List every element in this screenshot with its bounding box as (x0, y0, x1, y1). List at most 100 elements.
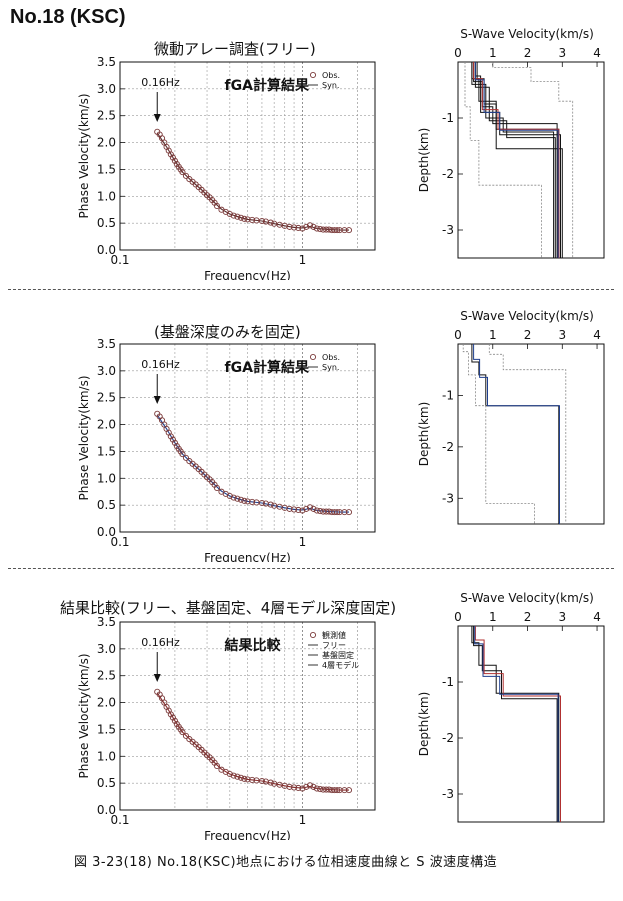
velocity-profile-line (477, 62, 562, 258)
y-axis-label: Phase Velocity(km/s) (77, 93, 91, 218)
x-axis-label: Frequency(Hz) (204, 269, 291, 280)
legend-label: 基盤固定 (322, 650, 354, 660)
x-tick-label: 3 (558, 328, 566, 342)
velocity-profile-line (474, 62, 559, 258)
frequency-annotation: 0.16Hz (141, 636, 180, 649)
x-tick-label: 1 (489, 610, 497, 624)
x-tick-label: 2 (524, 46, 532, 60)
y-tick-label: 0.5 (97, 776, 116, 790)
y-axis-label: Depth(km) (417, 402, 431, 467)
profile-title: S-Wave Velocity(km/s) (460, 27, 594, 41)
velocity-profile-line (465, 62, 541, 258)
y-tick-label: 2.0 (97, 418, 116, 432)
legend-label: フリー (322, 641, 346, 650)
syn-curve (157, 133, 349, 230)
y-tick-label: 3.0 (97, 82, 116, 96)
x-tick-label: 1 (489, 46, 497, 60)
y-tick-label: 1.0 (97, 749, 116, 763)
x-tick-label: 0 (454, 46, 462, 60)
x-tick-label: 0 (454, 610, 462, 624)
velocity-profile-line (472, 626, 559, 822)
syn-curve (157, 693, 349, 790)
y-tick-label: 0.5 (97, 216, 116, 230)
station-title: No.18 (KSC) (10, 6, 126, 29)
x-tick-label: 0.1 (110, 253, 129, 267)
y-tick-label: 2.0 (97, 696, 116, 710)
legend-label: Obs. (322, 71, 340, 80)
y-tick-label: 1.0 (97, 189, 116, 203)
y-tick-label: 1.0 (97, 471, 116, 485)
velocity-profile-line (472, 62, 559, 258)
x-tick-label: 4 (593, 46, 601, 60)
y-tick-label: -3 (442, 491, 454, 505)
dispersion-chart: 0.0 0.5 1.0 1.5 2.0 2.5 3.0 3.5 0.1 1 Frequency(Hz… (70, 56, 390, 280)
figure-caption: 図 3-23(18) No.18(KSC)地点における位相速度曲線と S 波速度… (74, 851, 497, 870)
velocity-profile-line (489, 344, 566, 524)
y-tick-label: 3.5 (97, 56, 116, 69)
velocity-profile-line (475, 626, 558, 822)
velocity-profile-line (475, 62, 555, 258)
section-separator (8, 568, 614, 569)
x-tick-label: 4 (593, 610, 601, 624)
x-tick-label: 4 (593, 328, 601, 342)
y-tick-label: 2.5 (97, 669, 116, 683)
velocity-profile-chart: S-Wave Velocity(km/s) 0 1 2 3 4 -1 -2 -3 Depth(km… (412, 308, 620, 530)
x-axis-label: Frequency(Hz) (204, 829, 291, 840)
velocity-profile-line (475, 62, 558, 258)
x-tick-label: 1 (489, 328, 497, 342)
x-tick-label: 2 (524, 610, 532, 624)
velocity-profile-chart: S-Wave Velocity(km/s) 0 1 2 3 4 -1 -2 -3 Depth(km… (412, 590, 620, 826)
section-separator (8, 289, 614, 290)
legend-label: 観測値 (322, 630, 346, 640)
y-tick-label: 3.5 (97, 338, 116, 351)
y-tick-label: -1 (442, 388, 454, 402)
x-tick-label: 1 (299, 253, 307, 267)
plot-frame (458, 62, 604, 258)
velocity-profile-line (474, 344, 560, 524)
y-tick-label: -3 (442, 223, 454, 237)
x-tick-label: 0 (454, 328, 462, 342)
y-tick-label: 3.5 (97, 616, 116, 629)
x-tick-label: 0.1 (110, 813, 129, 827)
profile-title: S-Wave Velocity(km/s) (460, 591, 594, 605)
x-tick-label: 3 (558, 610, 566, 624)
legend-label: Obs. (322, 353, 340, 362)
y-tick-label: 0.5 (97, 498, 116, 512)
plot-frame (458, 626, 604, 822)
velocity-profile-line (475, 62, 560, 258)
y-tick-label: 3.0 (97, 364, 116, 378)
x-tick-label: 1 (299, 813, 307, 827)
dispersion-chart: 0.0 0.5 1.0 1.5 2.0 2.5 3.0 3.5 0.1 1 Frequency(Hz… (70, 338, 390, 562)
y-tick-label: 2.5 (97, 391, 116, 405)
x-axis-label: Frequency(Hz) (204, 551, 291, 562)
x-tick-label: 1 (299, 535, 307, 549)
velocity-profile-line (475, 626, 560, 822)
syn-curve (157, 415, 349, 512)
dispersion-chart: 0.0 0.5 1.0 1.5 2.0 2.5 3.0 3.5 0.1 1 Frequency(Hz… (70, 616, 390, 840)
y-axis-label: Phase Velocity(km/s) (77, 375, 91, 500)
profile-title: S-Wave Velocity(km/s) (460, 309, 594, 323)
annotation-arrowhead (154, 114, 161, 122)
y-axis-label: Phase Velocity(km/s) (77, 653, 91, 778)
y-tick-label: 2.0 (97, 136, 116, 150)
y-tick-label: -2 (442, 440, 454, 454)
result-label: 結果比較 (225, 637, 282, 654)
y-tick-label: -3 (442, 787, 454, 801)
y-tick-label: -1 (442, 111, 454, 125)
y-tick-label: 1.5 (97, 162, 116, 176)
annotation-arrowhead (154, 396, 161, 404)
legend-marker (310, 632, 315, 637)
frequency-annotation: 0.16Hz (141, 76, 180, 89)
legend-marker (310, 354, 315, 359)
legend-label: Syn. (322, 81, 339, 90)
legend-label: Syn. (322, 363, 339, 372)
velocity-profile-line (463, 344, 534, 524)
section-title: 結果比較(フリー、基盤固定、4層モデル深度固定) (60, 597, 396, 618)
velocity-profile-line (472, 344, 559, 524)
legend-marker (310, 72, 315, 77)
x-tick-label: 0.1 (110, 535, 129, 549)
y-tick-label: 1.5 (97, 722, 116, 736)
y-tick-label: 3.0 (97, 642, 116, 656)
y-axis-label: Depth(km) (417, 128, 431, 193)
